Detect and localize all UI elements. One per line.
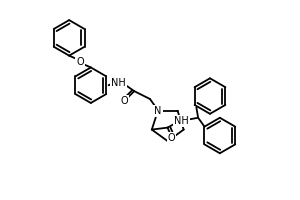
Text: NH: NH <box>174 116 189 126</box>
Text: O: O <box>121 96 128 106</box>
Text: O: O <box>168 133 175 143</box>
Text: O: O <box>76 57 84 67</box>
Text: NH: NH <box>111 78 126 88</box>
Text: N: N <box>154 106 162 116</box>
